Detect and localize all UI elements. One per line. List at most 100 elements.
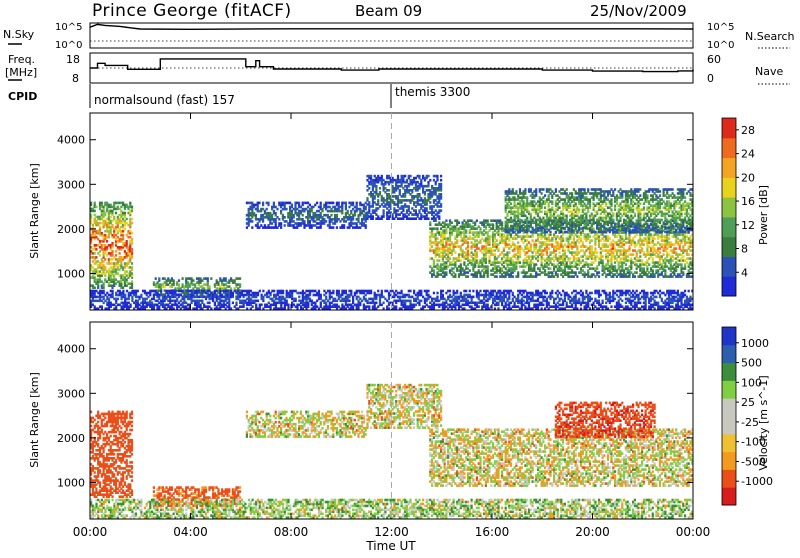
heatmap-cell bbox=[210, 277, 212, 280]
heatmap-cell bbox=[427, 175, 429, 178]
freq-left-label-line1: Freq. bbox=[8, 53, 35, 66]
heatmap-cell bbox=[560, 231, 562, 234]
sky-left-tick-bottom: 10^0 bbox=[55, 40, 82, 51]
freq-left-tick-bottom: 8 bbox=[72, 72, 79, 85]
heatmap-cell bbox=[566, 188, 568, 191]
heatmap-cell bbox=[519, 261, 521, 264]
heatmap-cell bbox=[426, 207, 428, 210]
heatmap-cell bbox=[239, 283, 241, 286]
heatmap-cell bbox=[562, 237, 564, 240]
heatmap-cell bbox=[208, 285, 210, 288]
heatmap-cell bbox=[438, 215, 440, 218]
heatmap-cell bbox=[375, 185, 377, 188]
heatmap-cell bbox=[654, 237, 656, 240]
heatmap-cell bbox=[415, 209, 417, 212]
heatmap-cell bbox=[440, 175, 442, 178]
heatmap-cell bbox=[548, 247, 550, 250]
heatmap-cell bbox=[535, 263, 537, 266]
heatmap-cell bbox=[643, 243, 645, 246]
heatmap-cell bbox=[609, 237, 611, 240]
heatmap-cell bbox=[535, 243, 537, 246]
heatmap-cell bbox=[580, 237, 582, 240]
heatmap-cell bbox=[131, 262, 133, 265]
heatmap-cell bbox=[436, 227, 438, 230]
heatmap-cell bbox=[440, 183, 442, 186]
heatmap-cell bbox=[463, 261, 465, 264]
heatmap-cell bbox=[576, 245, 578, 248]
heatmap-cell bbox=[352, 202, 354, 205]
heatmap-cell bbox=[94, 286, 96, 289]
heatmap-cell bbox=[388, 189, 390, 192]
freq-left-tick-top: 18 bbox=[66, 53, 80, 66]
heatmap-cell bbox=[512, 188, 514, 191]
heatmap-cell bbox=[512, 275, 514, 278]
heatmap-cell bbox=[544, 206, 546, 209]
heatmap-cell bbox=[541, 192, 543, 195]
heatmap-cell bbox=[330, 214, 332, 217]
heatmap-cell bbox=[273, 202, 275, 205]
heatmap-cell bbox=[682, 271, 684, 274]
sky-right-label: N.Search bbox=[745, 30, 795, 43]
heatmap-cell bbox=[524, 188, 526, 191]
heatmap-cell bbox=[104, 266, 106, 269]
heatmap-cell bbox=[408, 205, 410, 208]
heatmap-cell bbox=[94, 210, 96, 213]
heatmap-cell bbox=[131, 222, 133, 225]
heatmap-cell bbox=[155, 277, 157, 280]
heatmap-cell bbox=[418, 175, 420, 178]
heatmap-cell bbox=[544, 194, 546, 197]
heatmap-cell bbox=[596, 251, 598, 254]
heatmap-cell bbox=[182, 277, 184, 280]
heatmap-cell bbox=[445, 271, 447, 274]
cpid-program-1: normalsound (fast) 157 bbox=[94, 93, 235, 107]
heatmap-cell bbox=[115, 254, 117, 257]
heatmap-cell bbox=[435, 219, 437, 222]
heatmap-cell bbox=[659, 251, 661, 254]
heatmap-cell bbox=[303, 220, 305, 223]
heatmap-cell bbox=[575, 271, 577, 274]
heatmap-cell bbox=[131, 238, 133, 241]
heatmap-cell bbox=[104, 258, 106, 261]
cpid-label: CPID bbox=[8, 90, 37, 103]
heatmap-cell bbox=[587, 188, 589, 191]
heatmap-cell bbox=[618, 229, 620, 232]
heatmap-cell bbox=[336, 214, 338, 217]
heatmap-cell bbox=[476, 219, 478, 222]
heatmap-cell bbox=[131, 218, 133, 221]
heatmap-cell bbox=[266, 208, 268, 211]
heatmap-cell bbox=[429, 179, 431, 182]
heatmap-cell bbox=[131, 206, 133, 209]
heatmap-cell bbox=[207, 277, 209, 280]
heatmap-cell bbox=[680, 263, 682, 266]
heatmap-cell bbox=[530, 243, 532, 246]
heatmap-cell bbox=[571, 192, 573, 195]
heatmap-cell bbox=[131, 272, 133, 275]
freq-right-tick-top: 60 bbox=[707, 53, 721, 66]
heatmap-cell bbox=[664, 269, 666, 272]
heatmap-cell bbox=[585, 227, 587, 230]
freq-right-tick-bottom: 0 bbox=[707, 72, 714, 85]
heatmap-cell bbox=[366, 197, 368, 200]
heatmap-cell bbox=[542, 253, 544, 256]
heatmap-cell bbox=[285, 208, 287, 211]
heatmap-cell bbox=[668, 237, 670, 240]
heatmap-cell bbox=[258, 202, 260, 205]
heatmap-cell bbox=[496, 239, 498, 242]
heatmap-cell bbox=[404, 175, 406, 178]
heatmap-cell bbox=[115, 212, 117, 215]
heatmap-cell bbox=[501, 221, 503, 224]
heatmap-cell bbox=[634, 275, 636, 278]
heatmap-cell bbox=[316, 202, 318, 205]
heatmap-cell bbox=[440, 209, 442, 212]
heatmap-cell bbox=[598, 275, 600, 278]
heatmap-cell bbox=[598, 271, 600, 274]
heatmap-cell bbox=[131, 280, 133, 283]
heatmap-cell bbox=[632, 253, 634, 256]
heatmap-cell bbox=[379, 187, 381, 190]
heatmap-cell bbox=[111, 242, 113, 245]
heatmap-cell bbox=[526, 196, 528, 199]
heatmap-cell bbox=[641, 247, 643, 250]
heatmap-cell bbox=[636, 271, 638, 274]
heatmap-cell bbox=[429, 221, 431, 224]
heatmap-cell bbox=[496, 275, 498, 278]
